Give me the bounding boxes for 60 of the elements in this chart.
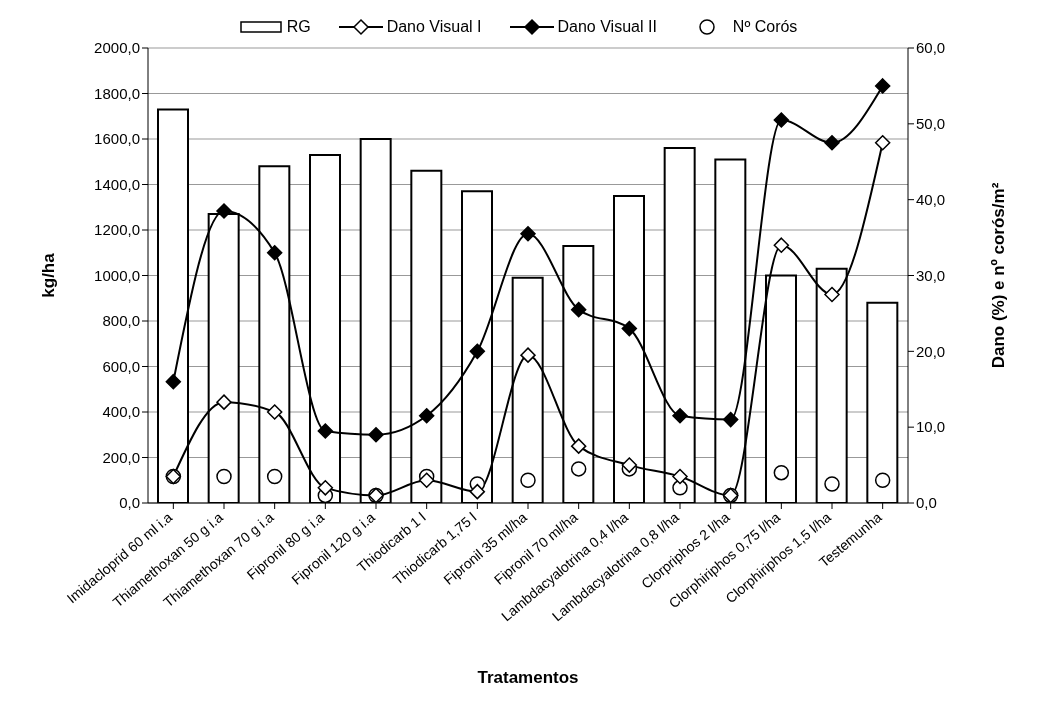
point <box>672 468 688 485</box>
y2-tick-label: 30,0 <box>916 266 946 284</box>
point <box>520 347 536 363</box>
point <box>520 226 536 242</box>
y2-tick-label: 40,0 <box>916 190 946 208</box>
point <box>874 135 891 151</box>
legend-label: Dano Visual I <box>386 18 482 36</box>
point <box>773 237 790 253</box>
y2-tick-label: 50,0 <box>916 115 946 133</box>
point <box>824 476 840 492</box>
point <box>874 78 891 94</box>
y-tick-label: 400,0 <box>102 403 140 421</box>
point <box>266 468 283 485</box>
y2-axis-title: Dano (%) e nº corós/m² <box>989 182 1009 369</box>
point <box>570 461 587 477</box>
y2-tick-label: 10,0 <box>916 418 946 436</box>
point <box>773 464 790 481</box>
point <box>418 472 435 488</box>
point <box>672 408 688 424</box>
point <box>874 472 891 488</box>
point <box>621 457 638 473</box>
y-tick-label: 2000,0 <box>94 39 140 57</box>
point <box>216 468 232 485</box>
y-axis-title: kg/ha <box>39 252 59 298</box>
point <box>418 408 435 424</box>
point <box>773 112 790 128</box>
point <box>469 483 486 500</box>
point <box>722 411 739 428</box>
legend-label: RG <box>286 18 311 36</box>
point <box>570 438 587 454</box>
point <box>520 472 536 488</box>
point <box>469 343 486 360</box>
y2-tick-label: 60,0 <box>916 39 946 57</box>
y2-tick-label: 20,0 <box>916 342 946 360</box>
point <box>317 423 334 439</box>
point <box>368 427 384 443</box>
legend-label: Nº Corós <box>732 18 798 36</box>
point <box>216 394 232 410</box>
y-tick-label: 1000,0 <box>94 266 140 284</box>
point <box>165 373 182 390</box>
y2-tick-label: 0,0 <box>916 494 937 512</box>
y-tick-label: 1400,0 <box>94 175 140 193</box>
point <box>824 286 840 303</box>
point <box>824 135 840 151</box>
point <box>570 301 587 318</box>
point <box>672 480 688 496</box>
y-tick-label: 800,0 <box>102 312 140 330</box>
point <box>216 203 232 219</box>
y-tick-label: 0,0 <box>119 494 140 512</box>
y-tick-label: 1800,0 <box>94 84 140 102</box>
point <box>266 404 283 420</box>
x-axis-title: Tratamentos <box>477 668 579 687</box>
legend-label: Dano Visual II <box>557 18 657 36</box>
y-tick-label: 1600,0 <box>94 130 140 148</box>
point <box>266 245 283 261</box>
point <box>621 320 638 337</box>
point <box>317 480 334 496</box>
y-tick-label: 1200,0 <box>94 221 140 239</box>
y-tick-label: 200,0 <box>102 448 140 466</box>
y-tick-label: 600,0 <box>102 357 140 375</box>
